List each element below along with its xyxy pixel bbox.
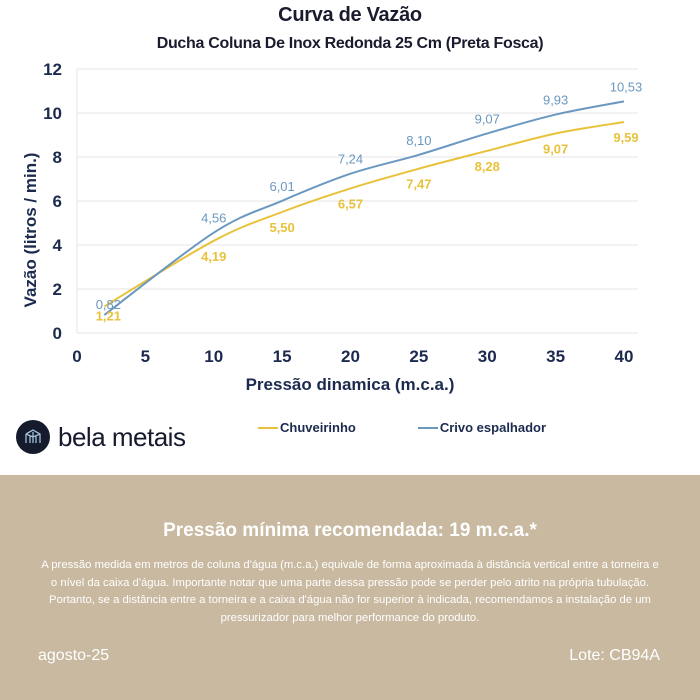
data-label-crivo: 8,10 xyxy=(406,133,431,148)
y-tick-label: 6 xyxy=(53,192,62,211)
x-tick-label: 40 xyxy=(615,347,634,366)
x-tick-label: 15 xyxy=(273,347,292,366)
x-tick-label: 20 xyxy=(341,347,360,366)
data-label-chuveirinho: 9,59 xyxy=(613,130,638,145)
y-tick-label: 4 xyxy=(53,236,63,255)
legend-item-chuveirinho: Chuveirinho xyxy=(258,420,356,435)
data-label-chuveirinho: 7,47 xyxy=(406,177,431,192)
x-axis-label: Pressão dinamica (m.c.a.) xyxy=(246,375,455,394)
data-label-chuveirinho: 9,07 xyxy=(543,141,568,156)
y-tick-label: 10 xyxy=(43,104,62,123)
legend-label-chuveirinho: Chuveirinho xyxy=(280,420,356,435)
y-tick-label: 2 xyxy=(53,280,62,299)
min-pressure-title: Pressão mínima recomendada: 19 m.c.a.* xyxy=(163,520,537,541)
batch-label: Lote: CB94A xyxy=(569,647,660,664)
data-label-crivo: 9,07 xyxy=(475,111,500,126)
legend-swatch-chuveirinho xyxy=(258,426,278,429)
footer-panel: Pressão mínima recomendada: 19 m.c.a.* A… xyxy=(0,475,700,700)
data-label-crivo: 7,24 xyxy=(338,152,363,167)
legend-swatch-crivo xyxy=(417,426,438,429)
x-tick-label: 5 xyxy=(141,347,150,366)
x-tick-label: 35 xyxy=(546,347,565,366)
data-label-chuveirinho: 5,50 xyxy=(269,220,294,235)
y-tick-label: 0 xyxy=(53,324,62,343)
x-tick-label: 30 xyxy=(478,347,497,366)
x-tick-label: 25 xyxy=(409,347,428,366)
data-label-crivo: 6,01 xyxy=(269,179,294,194)
chart-subtitle: Ducha Coluna De Inox Redonda 25 Cm (Pret… xyxy=(156,35,544,52)
brand-name: bela metais xyxy=(58,421,186,452)
legend-item-crivo: Crivo espalhador xyxy=(417,420,547,435)
data-label-crivo: 9,93 xyxy=(543,93,568,108)
data-label-chuveirinho: 1,21 xyxy=(96,308,121,323)
data-label-chuveirinho: 6,57 xyxy=(338,196,363,211)
chart-title: Curva de Vazão xyxy=(278,4,422,26)
legend-label-crivo: Crivo espalhador xyxy=(439,420,547,435)
bela-metais-logo-icon xyxy=(16,420,50,454)
data-label-chuveirinho: 8,28 xyxy=(475,159,500,174)
data-label-chuveirinho: 4,19 xyxy=(201,249,226,264)
x-tick-label: 10 xyxy=(204,347,223,366)
pressure-explanation: A pressão medida em metros de coluna d'á… xyxy=(41,559,659,624)
data-label-crivo: 10,53 xyxy=(610,79,643,94)
data-label-crivo: 4,56 xyxy=(201,211,226,226)
data-label-crivo: 0,82 xyxy=(96,297,121,312)
x-tick-label: 0 xyxy=(72,347,81,366)
chart-legend: Chuveirinho Crivo espalhador xyxy=(258,420,608,435)
y-tick-label: 12 xyxy=(43,60,62,79)
series-line-chuveirinho xyxy=(103,121,625,308)
date-label: agosto-25 xyxy=(38,647,110,664)
y-tick-label: 8 xyxy=(53,148,62,167)
series-line-crivo xyxy=(103,100,625,316)
flow-curve-chart: 0 2 4 6 8 10 12 0 5 10 15 20 25 30 35 40 1,21 4,19 5,50 6… xyxy=(21,60,643,394)
brand-logo: bela metais xyxy=(16,420,186,454)
y-axis-label: Vazão (litros / min.) xyxy=(21,153,40,308)
